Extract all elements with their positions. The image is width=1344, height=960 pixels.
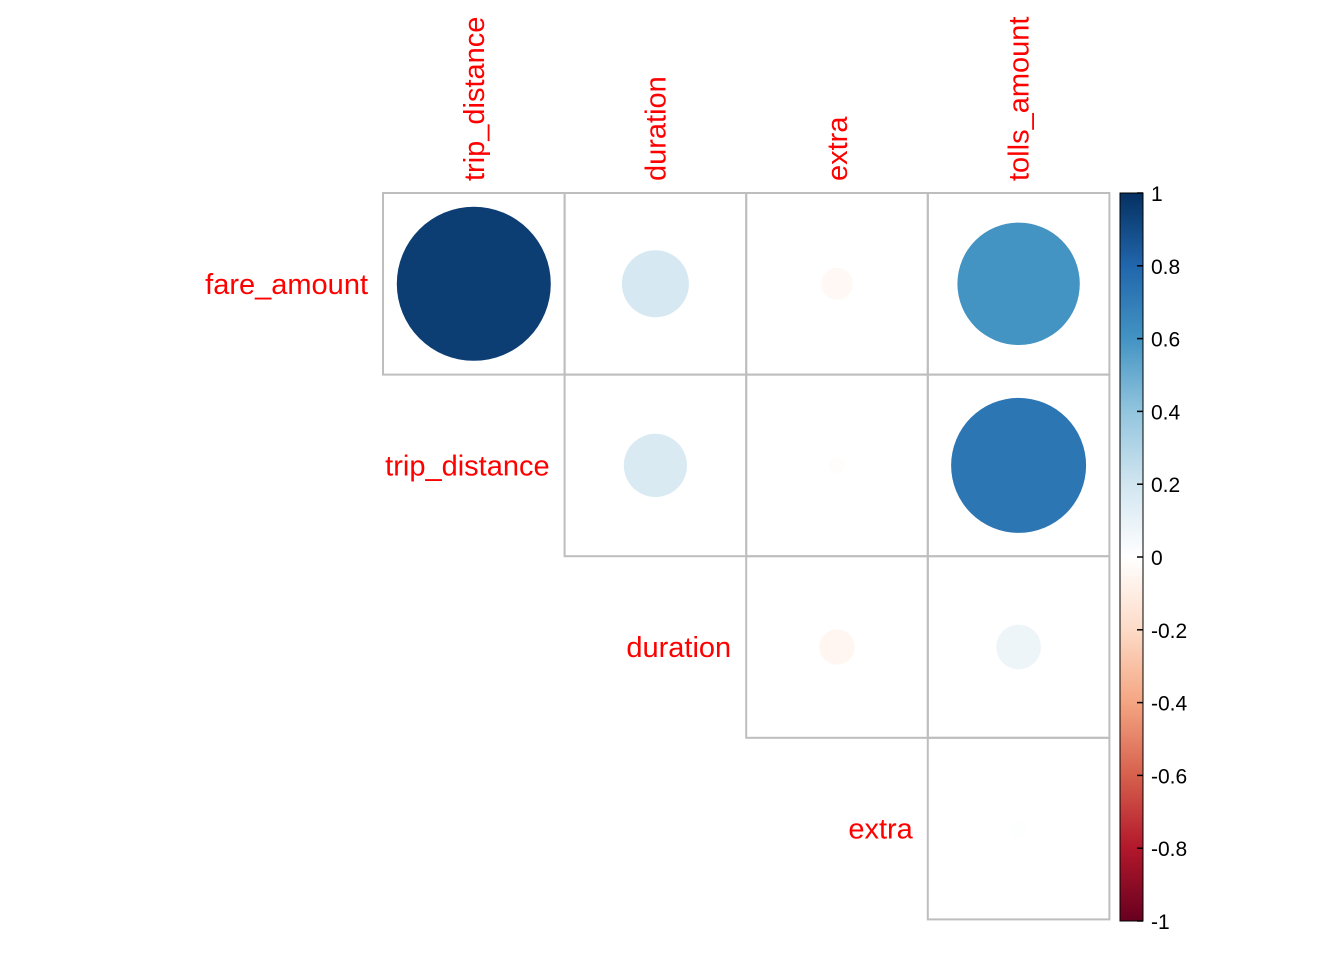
colorbar-tick-label--0-8: -0.8 (1151, 838, 1187, 861)
column-label-duration: duration (640, 76, 672, 181)
colorbar: 1 0.8 0.6 0.4 0.2 0 -0.2 -0.4 -0.6 -0.8 -1 (1119, 183, 1188, 934)
row-label-trip-distance: trip_distance (385, 450, 549, 482)
grid-cell-extra-tolls-amount (926, 736, 1111, 921)
colorbar-tick-label-0-8: 0.8 (1151, 256, 1180, 279)
correlation-circle-trip-distance-duration (623, 433, 688, 497)
column-labels: trip_distance duration extra tolls_amount (459, 17, 1036, 181)
colorbar-tick-label--1: -1 (1151, 911, 1170, 934)
correlation-circle-fare-amount-duration (621, 250, 689, 318)
colorbar-tick-label--0-2: -0.2 (1151, 620, 1187, 643)
correlation-circles (396, 206, 1087, 837)
correlation-circle-extra-tolls-amount (1010, 820, 1027, 837)
colorbar-tick-label-0-4: 0.4 (1151, 401, 1181, 424)
colorbar-tick-label--0-4: -0.4 (1151, 693, 1188, 716)
correlation-circle-fare-amount-trip-distance (396, 206, 551, 361)
colorbar-tick-label-0-6: 0.6 (1151, 329, 1180, 352)
colorbar-tick-label--0-6: -0.6 (1151, 765, 1187, 788)
correlation-circle-trip-distance-tolls-amount (951, 397, 1087, 533)
row-label-duration: duration (626, 632, 731, 664)
colorbar-tick-label-0: 0 (1151, 547, 1163, 570)
colorbar-tick-label-0-2: 0.2 (1151, 474, 1180, 497)
row-label-extra: extra (848, 814, 913, 846)
grid-cells (382, 192, 1111, 921)
row-labels: fare_amount trip_distance duration extra (205, 269, 913, 846)
column-label-trip-distance: trip_distance (459, 17, 491, 181)
correlation-circle-duration-extra (819, 629, 855, 665)
row-label-fare-amount: fare_amount (205, 269, 368, 301)
colorbar-tick-label-1: 1 (1151, 183, 1163, 206)
correlation-circle-trip-distance-extra (829, 457, 845, 474)
correlation-circle-fare-amount-tolls-amount (957, 222, 1080, 345)
correlation-circle-duration-tolls-amount (996, 624, 1041, 670)
column-label-extra: extra (822, 116, 854, 181)
column-label-tolls-amount: tolls_amount (1004, 17, 1036, 181)
correlation-circle-fare-amount-extra (821, 268, 853, 300)
